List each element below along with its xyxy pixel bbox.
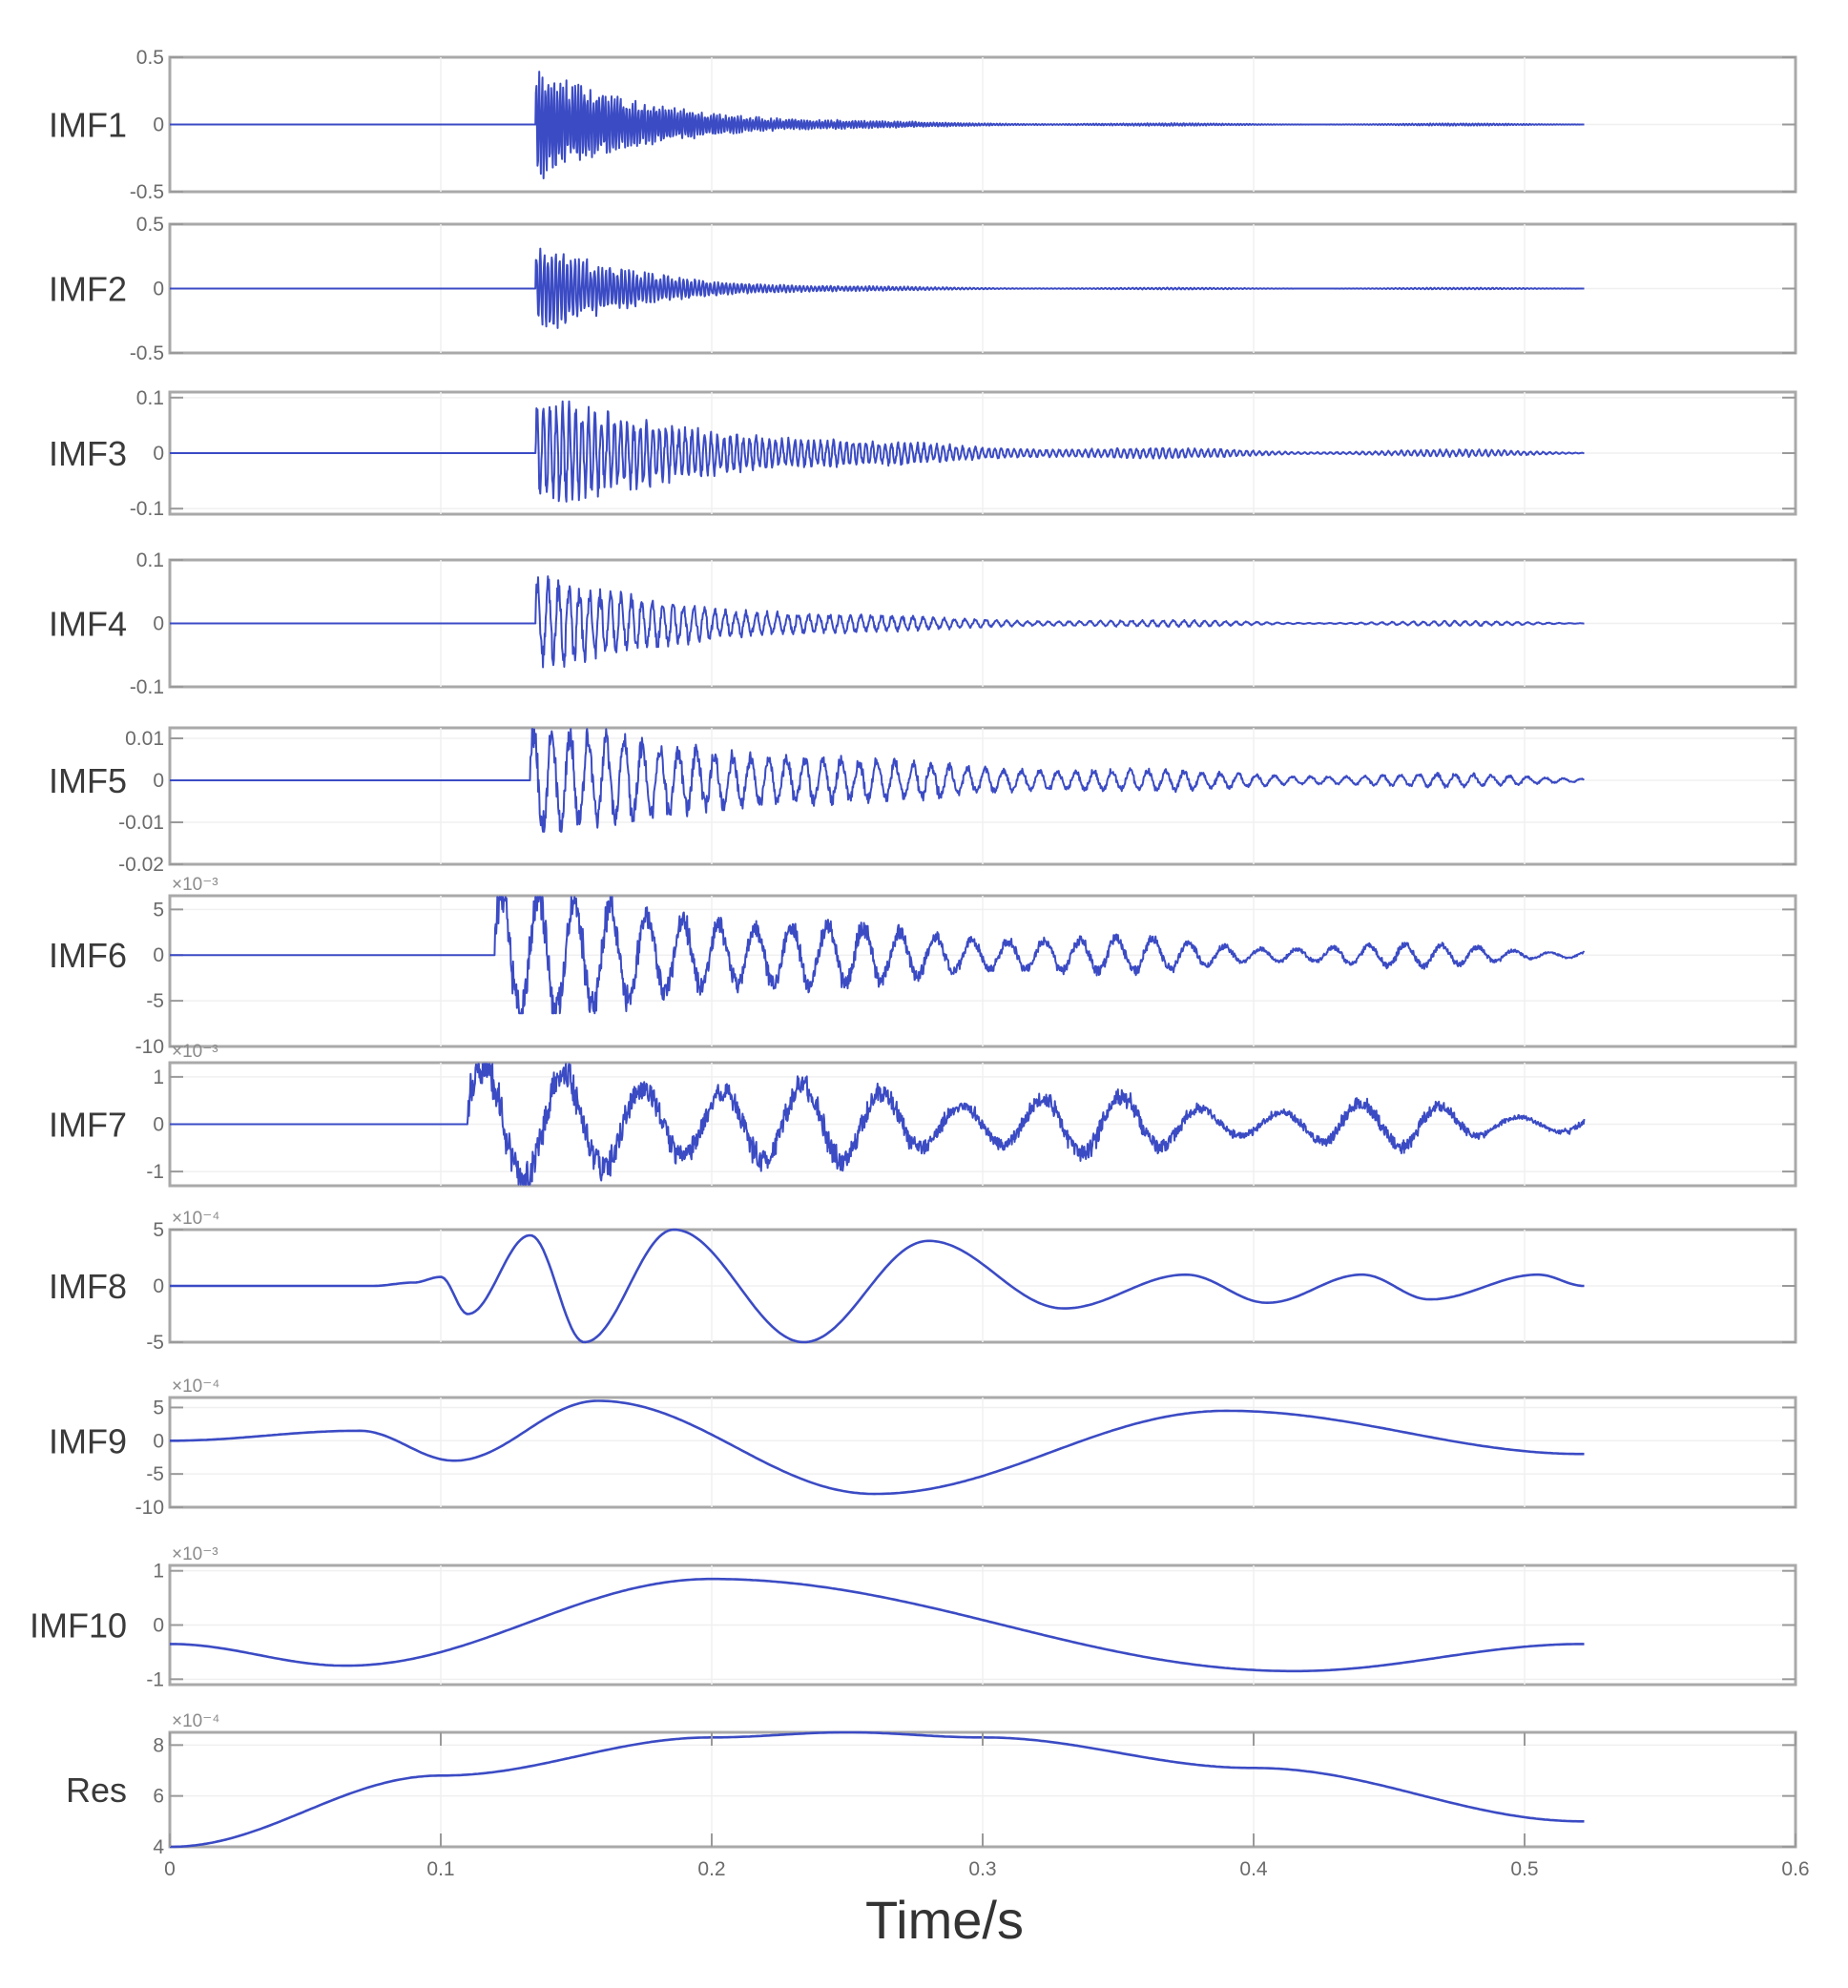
waveform-trace — [170, 1577, 1585, 1673]
y-tick-label: 0.1 — [136, 387, 164, 409]
y-tick-label: 0 — [153, 1114, 164, 1136]
y-tick-label: 5 — [153, 899, 164, 921]
panel-label: Res — [66, 1771, 127, 1810]
y-tick-label: 1 — [153, 1561, 164, 1583]
panel-imf8: -5 0 5 ×10⁻⁴ IMF8 — [49, 1209, 1797, 1354]
panel-imf5: -0.02 -0.01 0 0.01 IMF5 — [49, 726, 1797, 876]
panel-imf2: -0.5 0 0.5 IMF2 — [49, 214, 1797, 364]
panel-imf7: -1 0 1 ×10⁻³ IMF7 — [49, 1042, 1797, 1188]
panel-label: IMF5 — [49, 761, 127, 800]
y-tick-label: -0.5 — [130, 181, 164, 203]
y-tick-label: 0 — [153, 613, 164, 635]
y-tick-label: 0 — [153, 1615, 164, 1637]
y-tick-label: -0.1 — [130, 498, 164, 520]
y-tick-label: 1 — [153, 1066, 164, 1088]
waveform-trace — [169, 896, 1586, 1015]
panel-label: IMF6 — [49, 936, 127, 975]
panel-imf9: -10 -5 0 5 ×10⁻⁴ IMF9 — [49, 1377, 1797, 1519]
panel-label: IMF7 — [49, 1106, 127, 1145]
y-tick-label: 0 — [153, 279, 164, 300]
x-tick-label: 0.6 — [1781, 1858, 1809, 1880]
panel-label: IMF9 — [49, 1421, 127, 1460]
y-exponent-label: ×10⁻⁴ — [172, 1377, 219, 1397]
x-axis: 0 0.1 0.2 0.3 0.4 0.5 0.6 — [164, 1732, 1810, 1880]
panel-imf4: -0.1 0 0.1 IMF4 — [49, 549, 1797, 698]
y-tick-label: 0.5 — [136, 214, 164, 236]
y-tick-label: 0.1 — [136, 549, 164, 571]
panel-imf6: -10 -5 0 5 ×10⁻³ IMF6 — [49, 875, 1797, 1058]
panel-label: IMF1 — [49, 106, 127, 145]
y-exponent-label: ×10⁻³ — [172, 875, 218, 895]
waveform-trace — [169, 400, 1585, 503]
waveform-trace — [170, 1730, 1585, 1849]
y-exponent-label: ×10⁻³ — [172, 1042, 218, 1062]
panel-label: IMF3 — [49, 434, 127, 473]
y-tick-label: -10 — [135, 1497, 164, 1519]
y-tick-label: 0.5 — [136, 47, 164, 69]
x-tick-label: 0 — [164, 1858, 176, 1880]
x-tick-label: 0.2 — [697, 1858, 725, 1880]
panel-label: IMF4 — [49, 605, 127, 644]
y-tick-label: -5 — [146, 990, 164, 1012]
y-tick-label: -0.01 — [118, 812, 164, 834]
waveform-trace — [169, 728, 1585, 833]
y-tick-label: 0 — [153, 1275, 164, 1297]
y-exponent-label: ×10⁻⁴ — [172, 1209, 219, 1229]
y-tick-label: -5 — [146, 1332, 164, 1354]
y-tick-label: 5 — [153, 1397, 164, 1419]
panel-label: IMF10 — [30, 1606, 127, 1646]
y-tick-label: 6 — [153, 1786, 164, 1808]
waveform-trace — [169, 71, 1585, 179]
x-tick-label: 0.1 — [426, 1858, 454, 1880]
panel-imf1: -0.5 0 0.5 IMF1 — [49, 47, 1797, 203]
waveform-trace — [169, 247, 1585, 329]
x-tick-label: 0.5 — [1510, 1858, 1538, 1880]
y-tick-label: -0.02 — [118, 854, 164, 876]
y-tick-label: -10 — [135, 1036, 164, 1058]
y-tick-label: 0 — [153, 944, 164, 966]
panel-imf3: -0.1 0 0.1 IMF3 — [49, 387, 1797, 520]
x-axis-label: Time/s — [865, 1890, 1024, 1950]
panel-label: IMF8 — [49, 1267, 127, 1306]
y-tick-label: 0 — [153, 1430, 164, 1452]
y-tick-label: 0 — [153, 114, 164, 136]
y-tick-label: 5 — [153, 1219, 164, 1241]
y-tick-label: 8 — [153, 1734, 164, 1756]
panel-res: 4 6 8 ×10⁻⁴ Res — [66, 1711, 1797, 1858]
y-tick-label: 4 — [153, 1836, 164, 1858]
y-tick-label: -0.5 — [130, 342, 164, 364]
waveform-trace — [170, 1228, 1585, 1344]
waveform-trace — [169, 575, 1585, 669]
x-tick-label: 0.3 — [968, 1858, 996, 1880]
panel-imf10: -1 0 1 ×10⁻³ IMF10 — [30, 1544, 1797, 1690]
waveform-trace — [169, 1063, 1586, 1186]
y-tick-label: -5 — [146, 1463, 164, 1485]
y-exponent-label: ×10⁻³ — [172, 1544, 218, 1564]
y-exponent-label: ×10⁻⁴ — [172, 1711, 219, 1731]
y-tick-label: -1 — [146, 1668, 164, 1690]
waveform-trace — [170, 1399, 1585, 1496]
y-tick-label: -0.1 — [130, 676, 164, 698]
y-tick-label: 0.01 — [125, 728, 164, 750]
y-tick-label: 0 — [153, 770, 164, 792]
x-tick-label: 0.4 — [1239, 1858, 1268, 1880]
y-tick-label: 0 — [153, 443, 164, 465]
y-tick-label: -1 — [146, 1161, 164, 1183]
subplot-panels: -0.500.5IMF1-0.500.5IMF2-0.100.1IMF3-0.1… — [30, 47, 1797, 1858]
panel-label: IMF2 — [49, 270, 127, 309]
